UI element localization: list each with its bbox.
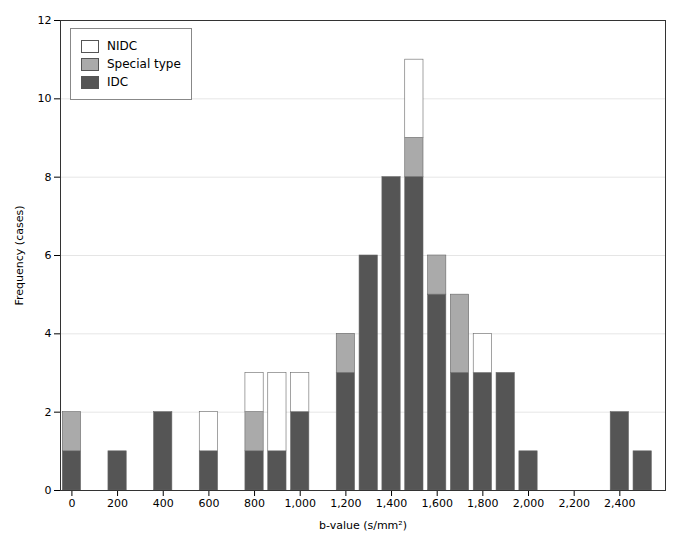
svg-text:1,400: 1,400 — [376, 497, 408, 510]
svg-text:1,000: 1,000 — [284, 497, 316, 510]
svg-text:200: 200 — [107, 497, 128, 510]
svg-text:600: 600 — [198, 497, 219, 510]
svg-text:10: 10 — [38, 92, 52, 105]
svg-text:b-value (s/mm²): b-value (s/mm²) — [319, 519, 407, 532]
svg-text:6: 6 — [45, 249, 52, 262]
svg-text:12: 12 — [38, 14, 52, 27]
svg-text:4: 4 — [45, 327, 52, 340]
svg-text:2,400: 2,400 — [604, 497, 636, 510]
svg-text:2: 2 — [45, 406, 52, 419]
svg-text:8: 8 — [45, 171, 52, 184]
svg-text:1,200: 1,200 — [330, 497, 362, 510]
svg-text:0: 0 — [68, 497, 75, 510]
svg-text:2,200: 2,200 — [558, 497, 590, 510]
html-text:NIDC: NIDC — [107, 39, 138, 53]
svg-text:1,800: 1,800 — [467, 497, 499, 510]
svg-text:1,600: 1,600 — [421, 497, 453, 510]
svg-text:2,000: 2,000 — [513, 497, 545, 510]
svg-text:400: 400 — [153, 497, 174, 510]
svg-text:0: 0 — [45, 484, 52, 497]
html-text:IDC: IDC — [107, 75, 129, 89]
svg-text:800: 800 — [244, 497, 265, 510]
html-text:Special type: Special type — [107, 57, 181, 71]
svg-text:Frequency (cases): Frequency (cases) — [13, 206, 26, 306]
